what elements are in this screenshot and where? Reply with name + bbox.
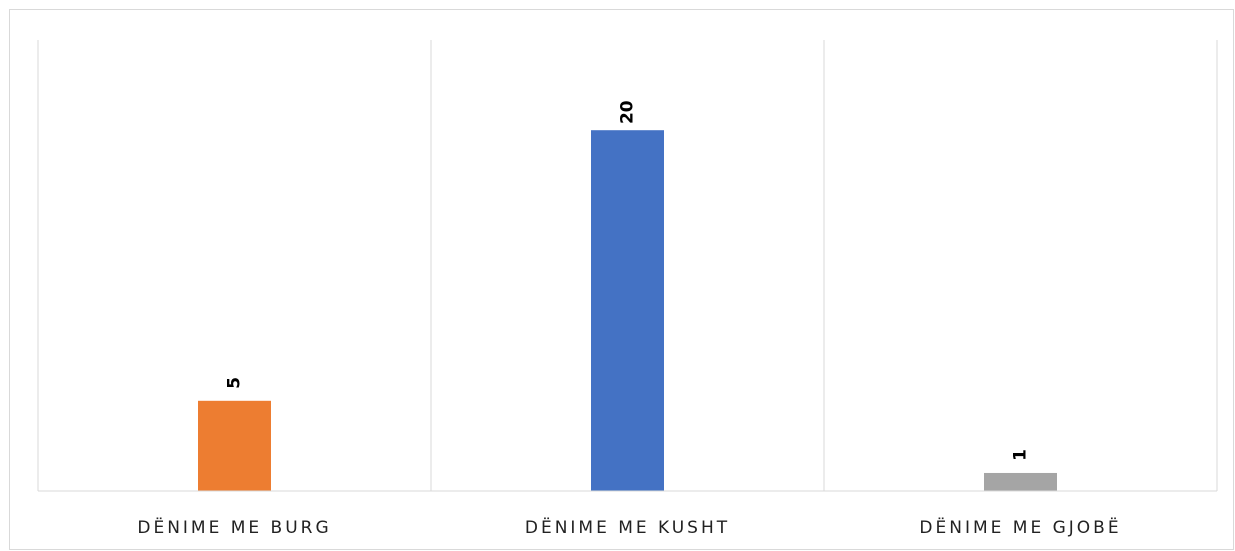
x-tick-label: DËNIME ME KUSHT — [525, 517, 730, 538]
data-label: 20 — [618, 100, 638, 124]
x-tick-label: DËNIME ME BURG — [137, 517, 331, 538]
chart-border — [9, 9, 1234, 550]
data-label: 5 — [225, 377, 245, 389]
bar — [984, 472, 1057, 491]
x-tick-label: DËNIME ME GJOBË — [919, 517, 1121, 538]
data-label: 1 — [1011, 449, 1031, 461]
bar — [198, 400, 271, 491]
bar — [591, 130, 664, 491]
